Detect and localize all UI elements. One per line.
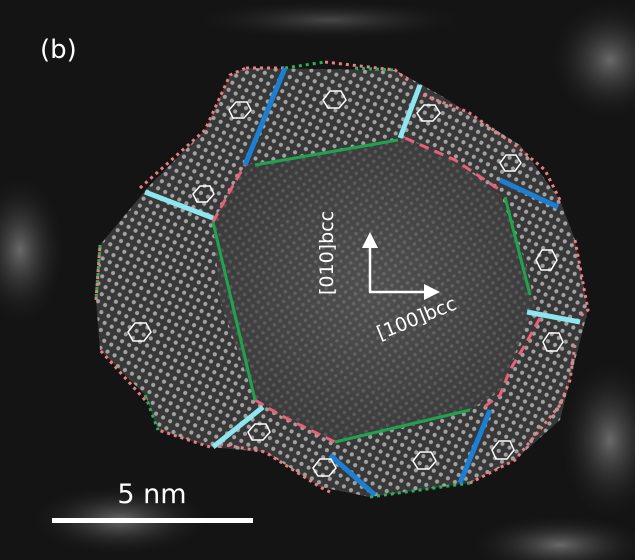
direction-arrows — [362, 232, 440, 300]
hexagon-marker — [192, 185, 215, 203]
hexagon-marker — [412, 451, 437, 470]
hexagon-marker — [127, 322, 152, 342]
arrow-right-head — [424, 284, 440, 300]
neighbor-particle — [560, 360, 635, 520]
inner-boundary-green — [211, 138, 532, 444]
neighbor-particle — [190, 0, 470, 40]
panel-label: (b) — [40, 35, 77, 65]
hexagon-marker — [416, 104, 441, 122]
hexagon-marker — [499, 154, 522, 172]
hexagon-marker — [247, 423, 271, 441]
hexagon-marker — [535, 249, 558, 271]
neighbor-particle — [550, 0, 635, 120]
hexagon-marker — [228, 101, 252, 119]
outer-boundary-pink — [94, 60, 590, 494]
hexagon-marker — [491, 440, 515, 460]
hexagon-marker — [322, 90, 347, 109]
particle-core-texture — [213, 138, 535, 442]
twin-boundary-blue — [242, 67, 560, 497]
scale-bar-label: 5 nm — [117, 479, 186, 510]
hexagon-marker — [312, 458, 337, 477]
direction-label-010: [010]bcc — [316, 211, 338, 295]
hexagon-markers — [127, 90, 564, 477]
inner-boundary-pink — [211, 136, 542, 444]
neighbor-particle — [470, 515, 635, 560]
hexagon-marker — [542, 332, 564, 352]
boundary-cyan — [144, 84, 581, 449]
scale-bar — [52, 518, 253, 523]
neighbor-particle — [0, 175, 65, 325]
arrow-up-head — [362, 232, 378, 248]
